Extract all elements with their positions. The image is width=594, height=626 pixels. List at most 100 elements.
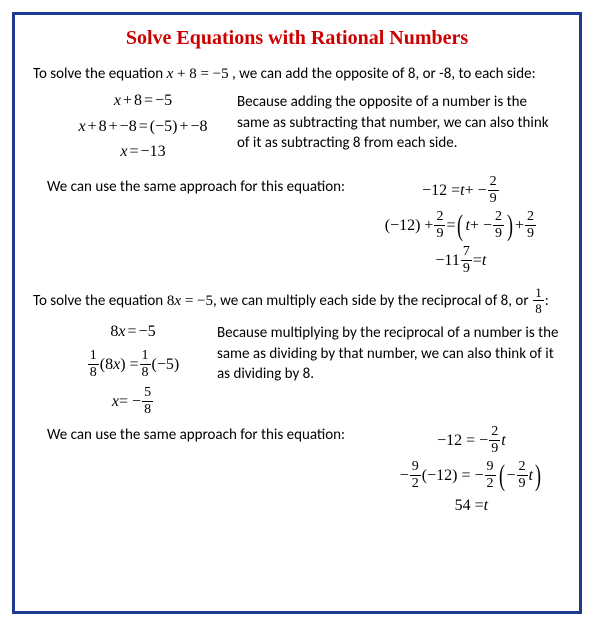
b1-line3: x=−13 — [120, 141, 165, 163]
b3-line2: 18 (8x) = 18 (−5) — [87, 349, 179, 380]
d: 8 — [142, 401, 153, 417]
d: 9 — [489, 440, 500, 456]
b4l2-a: − — [400, 465, 409, 487]
b3l2-b: x — [113, 354, 120, 376]
b3-line3: x = − 58 — [112, 386, 154, 417]
block-4: −12 = − 29 t − 92 (−12) = − 92 ( − 29 t … — [400, 425, 561, 517]
p3-eq: 8x = −5 — [163, 291, 213, 311]
b2l2-fr3: 29 — [525, 210, 536, 241]
b3l2-d: (−5) — [152, 354, 180, 376]
n: 7 — [461, 245, 472, 260]
b3l2-fr2: 18 — [140, 349, 151, 380]
b4l2-fr1: 92 — [410, 460, 421, 491]
d: 8 — [140, 364, 151, 380]
b2l2-d: + − — [470, 215, 492, 237]
content-frame: Solve Equations with Rational Numbers To… — [12, 12, 582, 614]
n: 2 — [525, 210, 536, 225]
b4l2-fr2: 92 — [485, 460, 496, 491]
n: 2 — [493, 210, 504, 225]
b4l2-b: (−12) = − — [422, 465, 484, 487]
b3l2-fr1: 18 — [88, 349, 99, 380]
b3l3-fr: 58 — [142, 386, 153, 417]
b2l2-fr1: 29 — [434, 210, 445, 241]
page: Solve Equations with Rational Numbers To… — [0, 0, 594, 626]
n: 2 — [434, 210, 445, 225]
b2l1-a: −12 = — [422, 180, 460, 202]
b4l2-d: t — [529, 465, 533, 487]
block1-explain: Because adding the opposite of a number … — [237, 90, 561, 153]
b1-line2: x+8+−8=(−5)+−8 — [79, 116, 208, 138]
block1-equations: x+8=−5 x+8+−8=(−5)+−8 x=−13 — [63, 90, 223, 163]
d: 9 — [488, 190, 499, 206]
b4l1-a: −12 = − — [437, 430, 488, 452]
b4l2-c: − — [507, 465, 516, 487]
n: 2 — [517, 460, 528, 475]
n: 2 — [488, 175, 499, 190]
p3-a: To solve the equation — [33, 291, 163, 311]
b4l2-fr3: 29 — [517, 460, 528, 491]
body: To solve the equation x + 8 = −5 , we ca… — [33, 64, 561, 517]
p3-frac: 18 — [529, 286, 545, 315]
b2l3-c: t — [482, 250, 486, 272]
b1-line1: x+8=−5 — [114, 90, 172, 112]
d: 9 — [525, 225, 536, 241]
b2l3-a: −11 — [435, 250, 459, 272]
b4l1-fr: 29 — [489, 425, 500, 456]
d: 2 — [485, 475, 496, 491]
b4-line2: − 92 (−12) = − 92 ( − 29 t ) — [400, 460, 543, 491]
d: 8 — [88, 364, 99, 380]
block-2: −12 = t + − 29 (−12) + 29 = ( t + − 29 )… — [385, 175, 561, 276]
b3l3-a: x — [112, 391, 119, 413]
b2-line3: −11 79 = t — [435, 245, 486, 276]
para-1: To solve the equation x + 8 = −5 , we ca… — [33, 64, 561, 84]
block3-equations: 8x=−5 18 (8x) = 18 (−5) x = − 58 — [63, 321, 203, 417]
b2-line2: (−12) + 29 = ( t + − 29 ) + 29 — [385, 210, 537, 241]
b2l2-e: + — [515, 215, 524, 237]
n: 9 — [485, 460, 496, 475]
d: 2 — [410, 475, 421, 491]
d: 8 — [533, 300, 544, 315]
b2l2-b: = — [446, 215, 455, 237]
rparen: ) — [507, 215, 513, 236]
b4l3-b: t — [484, 495, 488, 517]
n: 2 — [489, 425, 500, 440]
b2l2-fr2: 29 — [493, 210, 504, 241]
b2l1-b: + − — [465, 180, 487, 202]
p3-c: : — [545, 291, 549, 311]
n: 9 — [410, 460, 421, 475]
rparen: ) — [535, 465, 541, 486]
lparen: ( — [457, 215, 463, 236]
p1-text-a: To solve the equation — [33, 65, 167, 83]
block-3: 8x=−5 18 (8x) = 18 (−5) x = − 58 Because… — [63, 321, 561, 417]
b3l2-a: (8 — [100, 354, 113, 376]
lparen: ( — [499, 465, 505, 486]
b3l2-c: ) = — [120, 354, 138, 376]
d: 9 — [461, 260, 472, 276]
p1-eq: x + 8 = −5 — [167, 66, 229, 82]
b4-line3: 54 = t — [455, 495, 488, 517]
p4-text: We can use the same approach for this eq… — [47, 426, 345, 444]
d: 9 — [434, 225, 445, 241]
d: 9 — [493, 225, 504, 241]
b4l3-a: 54 = — [455, 495, 484, 517]
block3-explain: Because multiplying by the reciprocal of… — [217, 321, 561, 384]
b3l3-b: = − — [119, 391, 141, 413]
b2-line1: −12 = t + − 29 — [422, 175, 500, 206]
b4-line1: −12 = − 29 t — [437, 425, 506, 456]
n: 5 — [142, 386, 153, 401]
p1-text-b: , we can add the opposite of 8, or -8, t… — [232, 65, 536, 83]
b3-line1: 8x=−5 — [110, 321, 155, 343]
n: 1 — [533, 286, 544, 300]
d: 9 — [517, 475, 528, 491]
b2l1-frac: 29 — [488, 175, 499, 206]
n: 1 — [140, 349, 151, 364]
n: 1 — [88, 349, 99, 364]
block-1: x+8=−5 x+8+−8=(−5)+−8 x=−13 Because addi… — [63, 90, 561, 163]
page-title: Solve Equations with Rational Numbers — [33, 27, 561, 50]
para-3: To solve the equation 8x = −5 , we can m… — [33, 286, 561, 315]
b4l1-b: t — [501, 430, 505, 452]
b2l3-b: = — [473, 250, 482, 272]
b2l2-a: (−12) + — [385, 215, 434, 237]
b2l3-fr: 79 — [461, 245, 472, 276]
p2-text: We can use the same approach for this eq… — [47, 171, 345, 197]
